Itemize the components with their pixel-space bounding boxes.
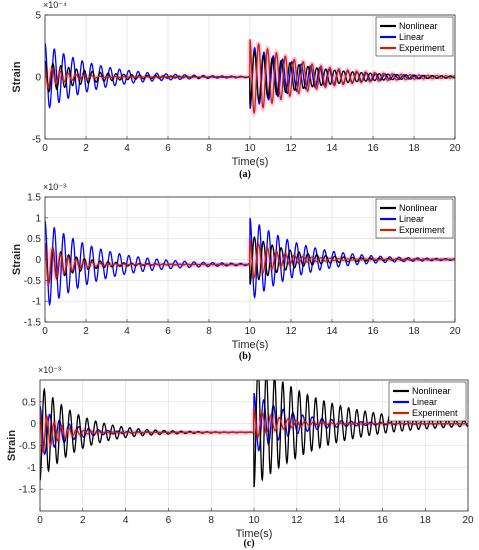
y-tick-label: -0.5 [19,441,37,452]
x-tick-label: 12 [285,143,297,154]
x-tick-label: 8 [206,143,212,154]
x-tick-label: 20 [462,515,474,526]
x-tick-label: 16 [367,143,379,154]
legend-label-experiment: Experiment [399,43,445,53]
legend-label-nonlinear: Nonlinear [399,203,438,213]
legend-label-linear: Linear [412,397,437,407]
chart-panel-a: 0 2 4 6 8 10 12 14 16 18 20-505×10⁻⁴Time(s)Strain(… [11,0,461,180]
x-tick-label: 6 [165,143,171,154]
y-tick-label: 0.5 [27,234,41,245]
x-tick-label: 10 [248,515,260,526]
y-tick-label: -1.5 [19,485,37,496]
x-tick-label: 12 [291,515,303,526]
y-exponent-label: ×10⁻³ [38,365,61,375]
x-tick-label: 4 [124,326,130,337]
series-line-nonlinear [45,50,455,105]
x-tick-label: 18 [408,326,420,337]
y-tick-label: 0 [35,73,41,84]
legend-box [388,381,467,422]
panel-caption: (c) [243,538,254,549]
x-tick-label: 2 [83,326,89,337]
y-tick-label: -1 [32,297,41,308]
legend-label-nonlinear: Nonlinear [399,21,438,31]
x-tick-label: 2 [80,515,86,526]
x-tick-label: 16 [367,326,379,337]
y-tick-label: -5 [32,135,41,146]
series-line-experiment [40,408,468,454]
y-axis-label: Strain [11,244,23,275]
x-axis-label: Time(s) [232,339,269,351]
chart-panel-c: 0 2 4 6 8 10 12 14 16 18 20 -1.5 -1 -0.5 0 0.5 ×10⁻³ Time… [6,365,474,549]
plot-data-group [45,39,455,119]
y-tick-label: 0 [35,255,41,266]
x-tick-label: 8 [208,515,214,526]
y-tick-label: 1 [35,213,41,224]
panel-caption: (a) [239,169,251,180]
legend-label-experiment: Experiment [399,225,445,235]
x-axis-label: Time(s) [232,156,269,168]
legend-label-experiment: Experiment [412,408,458,418]
x-tick-label: 0 [42,326,48,337]
x-tick-label: 4 [123,515,129,526]
x-tick-label: 18 [420,515,432,526]
plot-data-group [45,217,455,307]
y-axis-label: Strain [11,61,23,92]
y-tick-label: -0.5 [24,276,42,287]
x-tick-label: 10 [244,326,256,337]
x-tick-label: 8 [206,326,212,337]
y-tick-label: 5 [35,11,41,22]
y-tick-label: 1.5 [27,193,41,204]
y-tick-label: -1 [27,463,36,474]
chart-panel-b: 0 2 4 6 8 10 12 14 16 18 20 -1.5 -1 -0.5 0 0.5 1 1.5×10⁻³… [11,182,461,362]
x-tick-label: 2 [83,143,89,154]
y-tick-label: -1.5 [24,318,42,329]
panel-caption: (b) [239,351,251,362]
x-tick-label: 0 [42,143,48,154]
series-line-experiment [45,238,455,285]
x-tick-label: 10 [244,143,256,154]
x-tick-label: 14 [334,515,346,526]
x-tick-label: 6 [165,326,171,337]
legend-label-linear: Linear [399,214,424,224]
x-tick-label: 20 [449,326,461,337]
series-line-experiment [45,39,455,115]
x-tick-label: 16 [377,515,389,526]
y-exponent-label: ×10⁻³ [43,182,66,192]
legend-label-nonlinear: Nonlinear [412,386,451,396]
y-exponent-label: ×10⁻⁴ [43,0,67,10]
x-tick-label: 0 [37,515,43,526]
x-tick-label: 20 [449,143,461,154]
x-tick-label: 12 [285,326,297,337]
x-axis-label: Time(s) [236,528,273,540]
x-tick-label: 14 [326,326,338,337]
y-axis-label: Strain [6,430,18,461]
x-tick-label: 18 [408,143,420,154]
x-tick-label: 6 [166,515,172,526]
series-line-linear [45,217,455,307]
x-tick-label: 14 [326,143,338,154]
legend-label-linear: Linear [399,32,424,42]
y-tick-label: 0 [30,419,36,430]
y-tick-label: 0.5 [22,397,36,408]
x-tick-label: 4 [124,143,130,154]
